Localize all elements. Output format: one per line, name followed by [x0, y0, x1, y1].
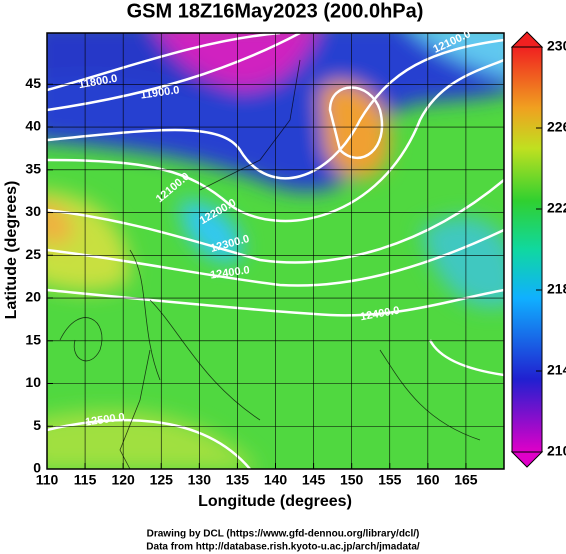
credit: Data from http://database.rish.kyoto-u.a…	[146, 542, 420, 553]
contour-label: 12400.0	[209, 264, 250, 281]
x-tick-label: 145	[302, 472, 326, 488]
grid	[46, 33, 504, 470]
x-tick-label: 125	[150, 472, 174, 488]
x-tick-label: 155	[378, 472, 402, 488]
colorbar-min-arrow	[510, 451, 544, 468]
x-tick-label: 160	[416, 472, 440, 488]
colorbar-tick-label: 230	[547, 38, 566, 54]
colorbar-tick-label: 226	[547, 119, 566, 135]
y-tick-label: 10	[25, 374, 41, 390]
colorbar-tick-label: 218	[547, 281, 566, 297]
colorbar	[511, 46, 543, 453]
chart-title: GSM 18Z16May2023 (200.0hPa)	[127, 0, 424, 22]
x-tick-label: 150	[340, 472, 364, 488]
x-tick-label: 130	[188, 472, 212, 488]
y-tick-label: 35	[25, 160, 41, 176]
x-tick-label: 135	[226, 472, 250, 488]
y-axis-label: Latitude (degrees)	[3, 181, 20, 320]
y-tick-label: 45	[25, 75, 41, 91]
colorbar-tick-label: 210	[547, 443, 566, 459]
y-tick-label: 25	[25, 246, 41, 262]
contour-label: 12500.0	[84, 411, 125, 428]
colorbar-tick-label: 222	[547, 200, 566, 216]
y-tick-label: 30	[25, 203, 41, 219]
y-tick-label: 15	[25, 331, 41, 347]
x-tick-label: 110	[36, 472, 59, 488]
x-tick-label: 120	[111, 472, 135, 488]
y-tick-label: 5	[33, 417, 41, 433]
contour-label: 11900.0	[140, 84, 180, 101]
y-tick-label: 20	[25, 289, 41, 305]
credit: Drawing by DCL (https://www.gfd-dennou.o…	[147, 529, 420, 540]
colorbar-max-arrow	[510, 31, 544, 48]
x-tick-label: 115	[74, 472, 97, 488]
colorbar-tick-label: 214	[547, 362, 566, 378]
field	[47, 33, 504, 469]
y-tick-label: 0	[33, 460, 41, 476]
y-tick-label: 40	[25, 118, 41, 134]
x-tick-label: 140	[264, 472, 288, 488]
x-axis-label: Longitude (degrees)	[198, 493, 352, 510]
x-tick-label: 165	[454, 472, 478, 488]
